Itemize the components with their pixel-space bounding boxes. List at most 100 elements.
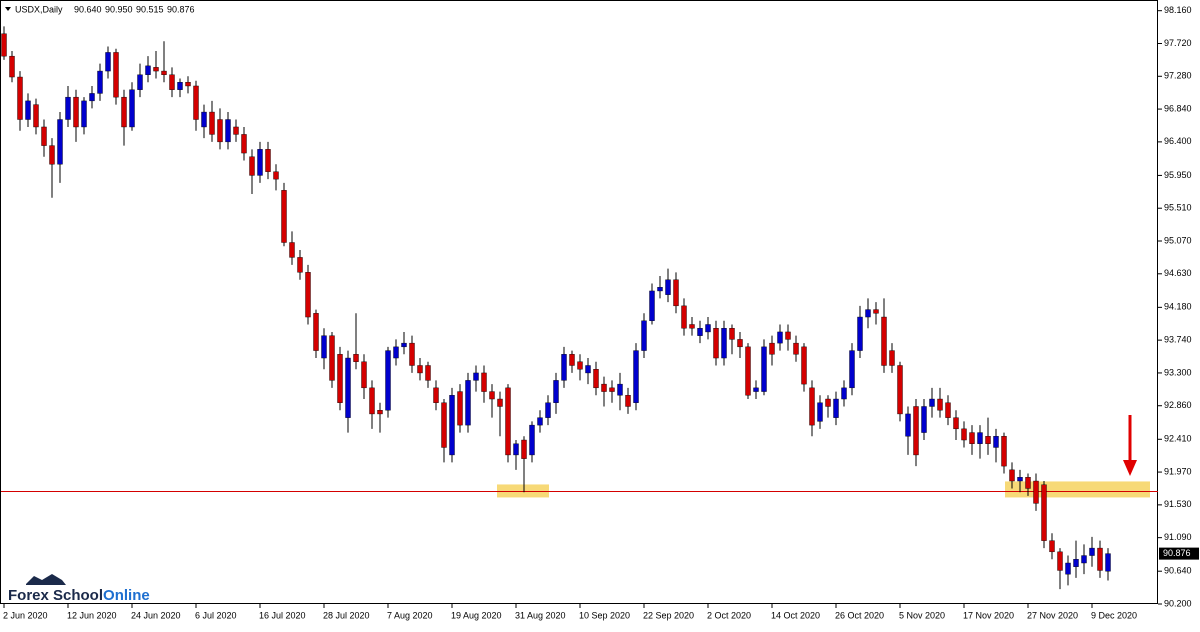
y-tick-label: 96.840: [1164, 103, 1192, 113]
y-tick-label: 90.200: [1164, 598, 1192, 608]
candle-body: [737, 339, 743, 348]
candle-body: [841, 387, 847, 400]
candle-body: [705, 324, 711, 333]
candle-body: [697, 328, 703, 336]
price-tag: [1159, 547, 1199, 560]
candle-body: [217, 119, 223, 143]
logo-first: Forex School: [8, 587, 103, 604]
candle-body: [417, 365, 423, 374]
candle-body: [33, 104, 39, 128]
candle-body: [289, 242, 295, 258]
y-tick-label: 91.530: [1164, 499, 1192, 509]
y-tick-label: 95.510: [1164, 203, 1192, 213]
candle-body: [73, 96, 79, 128]
candle-body: [793, 342, 799, 355]
candle-body: [425, 365, 431, 381]
candle-body: [297, 257, 303, 273]
candle-body: [1017, 477, 1023, 482]
candle-body: [521, 439, 527, 459]
candle-body: [993, 436, 999, 448]
y-tick-label: 95.070: [1164, 235, 1192, 245]
y-tick-label: 97.720: [1164, 38, 1192, 48]
y-tick-label: 96.400: [1164, 136, 1192, 146]
candle-body: [313, 313, 319, 351]
price-tag-label: 90.876: [1163, 548, 1191, 558]
candle-body: [865, 309, 871, 318]
candle-body: [1001, 436, 1007, 467]
candle-body: [929, 398, 935, 407]
candle-body: [169, 74, 175, 90]
candle-body: [1097, 547, 1103, 571]
candle-body: [89, 93, 95, 102]
candle-body: [689, 324, 695, 329]
x-tick-label: 5 Nov 2020: [899, 610, 945, 620]
candle-body: [937, 398, 943, 411]
candle-body: [673, 279, 679, 307]
y-tick-label: 93.300: [1164, 367, 1192, 377]
candle-body: [433, 387, 439, 403]
candle-body: [481, 372, 487, 392]
candle-body: [441, 402, 447, 448]
candle-body: [513, 443, 519, 456]
logo-text: Forex SchoolOnline: [8, 587, 150, 604]
candle-body: [913, 406, 919, 456]
x-tick-label: 17 Nov 2020: [963, 610, 1014, 620]
x-tick-label: 10 Sep 2020: [579, 610, 630, 620]
candle-body: [65, 96, 71, 120]
candle-body: [561, 354, 567, 381]
logo-second: Online: [103, 587, 150, 604]
candle-body: [273, 171, 279, 180]
candle-body: [49, 145, 55, 165]
candle-body: [785, 331, 791, 340]
y-tick-label: 95.950: [1164, 170, 1192, 180]
x-tick-label: 19 Aug 2020: [451, 610, 502, 620]
candle-body: [505, 387, 511, 456]
candle-body: [1041, 484, 1047, 541]
candle-body: [873, 309, 879, 314]
candle-body: [593, 369, 599, 389]
candle-body: [529, 424, 535, 456]
candle-body: [177, 82, 183, 90]
candle-body: [185, 82, 191, 87]
candle-body: [953, 417, 959, 430]
candle-body: [345, 357, 351, 418]
candle-body: [241, 134, 247, 154]
arrow-head: [1123, 460, 1137, 476]
candle-body: [113, 52, 119, 98]
candle-body: [601, 383, 607, 392]
candle-body: [553, 380, 559, 403]
candle-body: [961, 428, 967, 441]
candle-body: [25, 100, 31, 120]
candle-body: [1033, 480, 1039, 504]
y-tick-label: 98.160: [1164, 5, 1192, 15]
candle-body: [537, 417, 543, 426]
candle-body: [817, 402, 823, 422]
candle-body: [209, 111, 215, 135]
candle-body: [385, 350, 391, 411]
zone: [1005, 481, 1150, 498]
candle-body: [1081, 555, 1087, 564]
candle-body: [193, 85, 199, 120]
candle-body: [353, 354, 359, 362]
candle-body: [577, 361, 583, 370]
candle-body: [729, 328, 735, 340]
candle-body: [369, 387, 375, 415]
candle-body: [825, 398, 831, 407]
candle-body: [137, 74, 143, 90]
ohlc-low: 90.515: [136, 4, 164, 14]
candle-body: [969, 432, 975, 444]
candle-body: [849, 350, 855, 389]
candle-body: [1, 33, 7, 57]
logo: Forex SchoolOnline: [8, 574, 150, 604]
candle-body: [401, 342, 407, 348]
candle-body: [665, 279, 671, 295]
candle-body: [857, 316, 863, 351]
y-tick-label: 94.180: [1164, 302, 1192, 312]
candle-body: [545, 402, 551, 418]
candle-body: [457, 391, 463, 426]
candle-body: [945, 402, 951, 418]
candle-body: [265, 149, 271, 172]
candle-body: [753, 387, 759, 392]
candle-body: [329, 335, 335, 381]
candle-body: [681, 305, 687, 329]
